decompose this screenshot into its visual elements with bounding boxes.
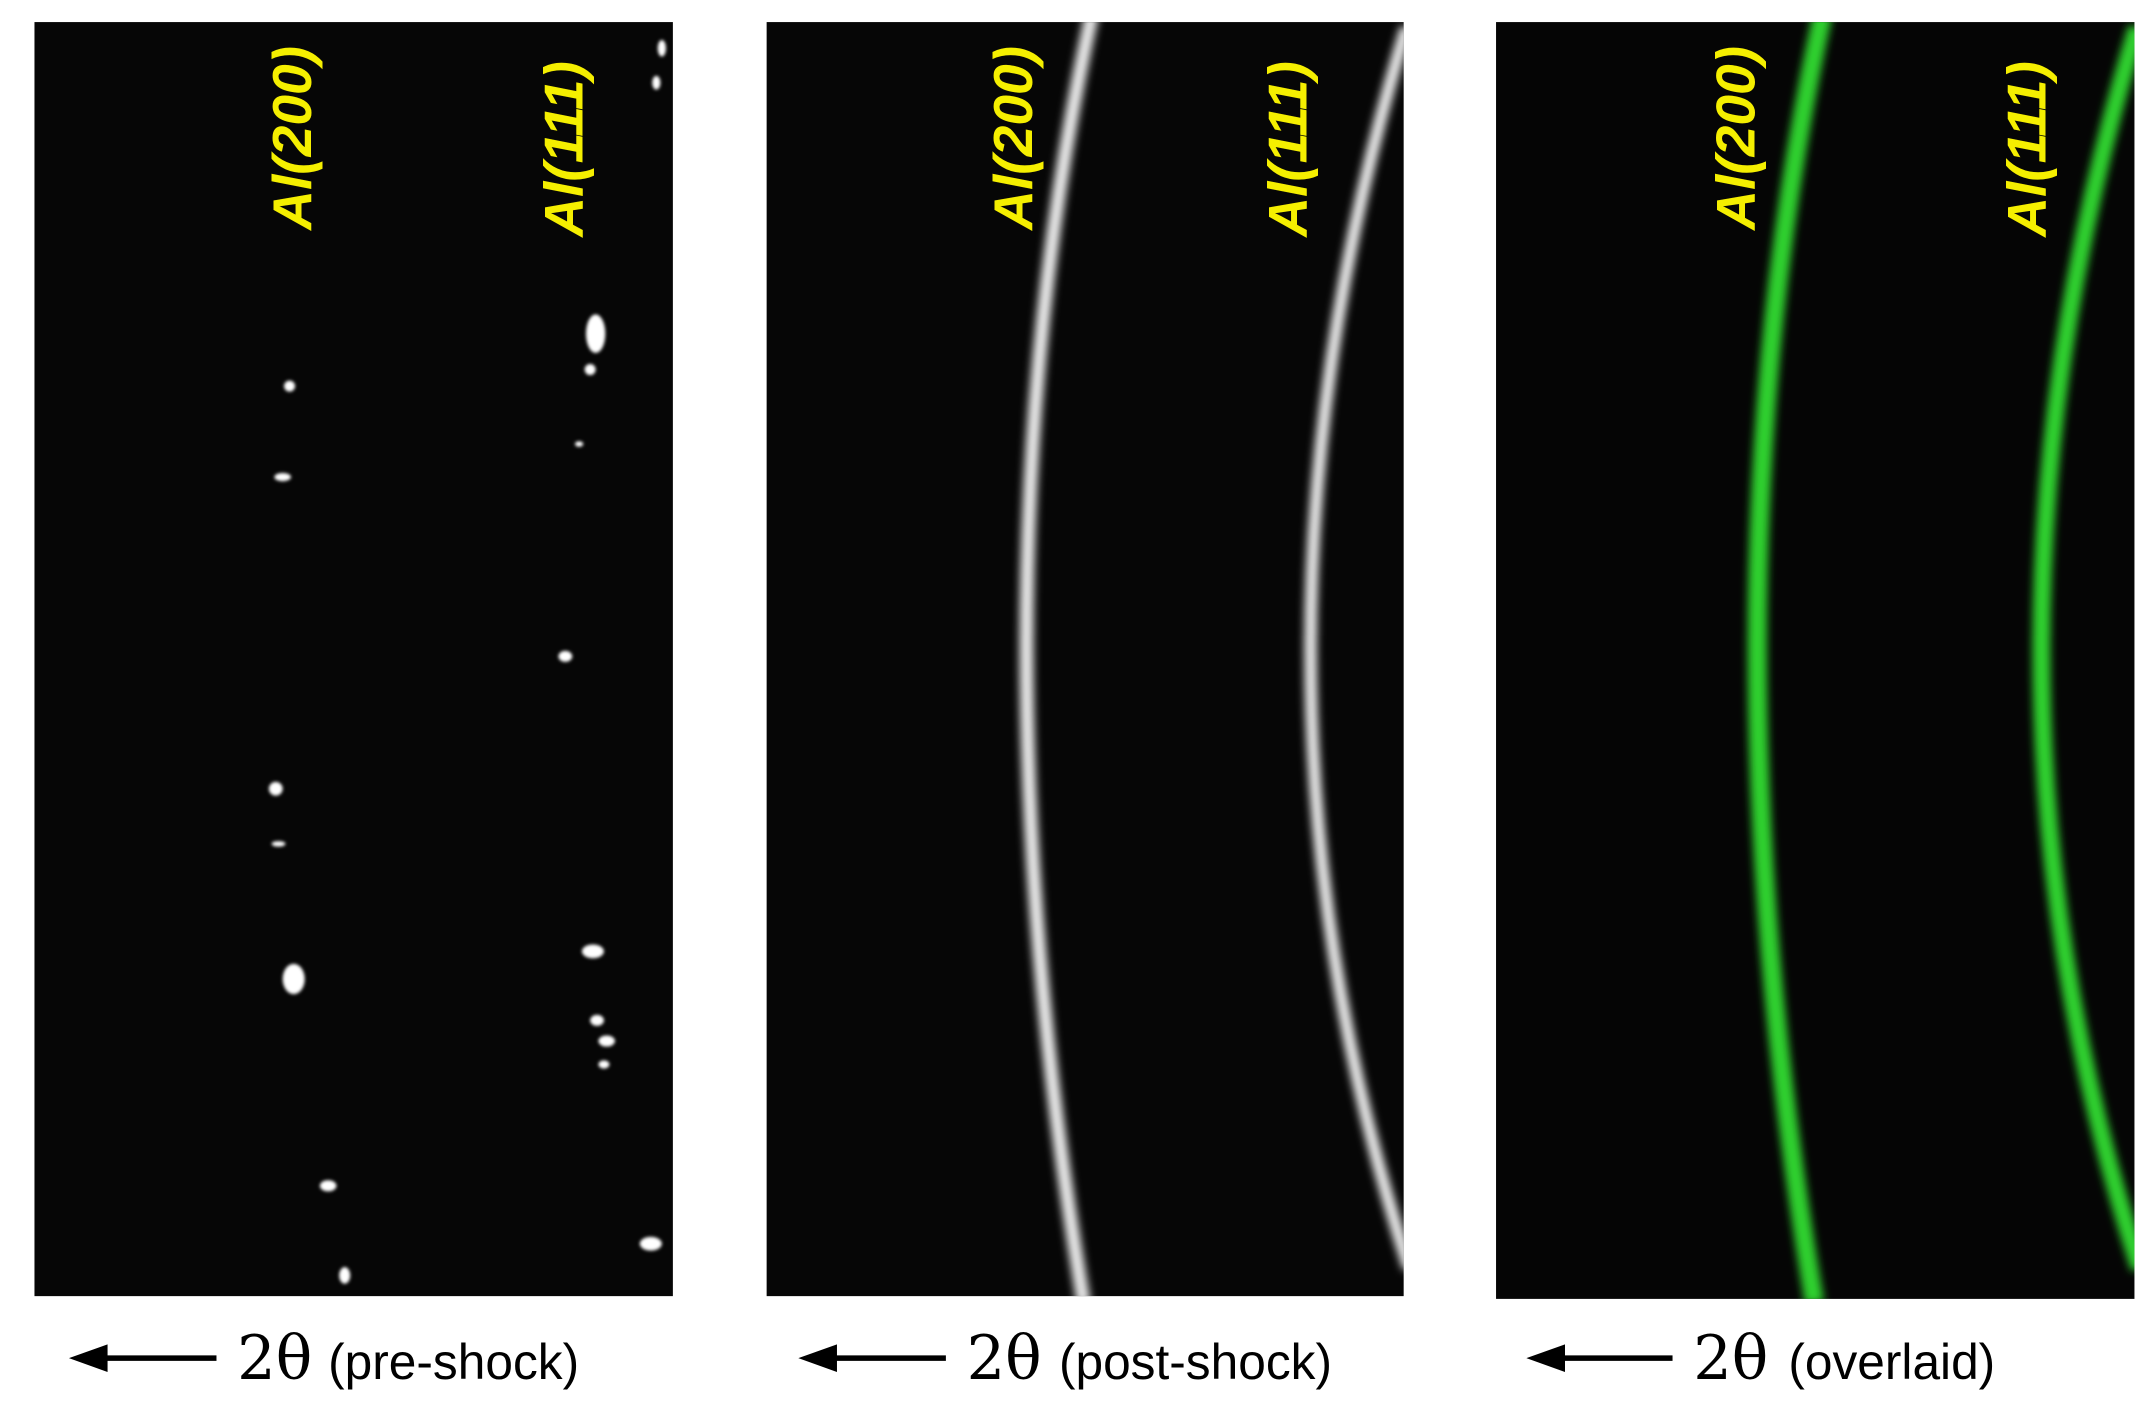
panel-pre-shock: Al(200) Al(111) — [34, 22, 673, 1297]
panel-post-shock: Al(200) Al(111) — [766, 22, 1404, 1297]
peak-label: Al(200) — [261, 46, 323, 232]
caption: (pre-shock) — [328, 1334, 579, 1390]
peak-label: Al(200) — [1705, 46, 1767, 232]
arrow-head — [1526, 1344, 1565, 1372]
peak-label: Al(111) — [533, 61, 595, 239]
arrow-head — [798, 1344, 837, 1372]
caption-post-shock: 2θ (post-shock) — [798, 1324, 1332, 1394]
peak-label: Al(111) — [1257, 61, 1319, 239]
axis-symbol: 2θ — [1693, 1324, 1768, 1394]
caption-pre-shock: 2θ (pre-shock) — [68, 1324, 579, 1394]
axis-symbol: 2θ — [967, 1324, 1042, 1394]
caption-overlaid: 2θ (overlaid) — [1526, 1324, 1995, 1394]
detector-image — [1496, 22, 2135, 1299]
diffraction-rings — [1747, 22, 2135, 1299]
peak-label: Al(111) — [1996, 61, 2058, 239]
peak-label: Al(200) — [982, 46, 1044, 232]
arrow-head — [68, 1344, 108, 1372]
panel-overlaid: Al(200) Al(111) — [1496, 22, 2135, 1299]
diffraction-rings — [1019, 22, 1404, 1297]
detector-image — [766, 22, 1404, 1297]
caption: (overlaid) — [1788, 1334, 1995, 1390]
caption: (post-shock) — [1059, 1334, 1332, 1390]
axis-symbol: 2θ — [237, 1324, 312, 1394]
